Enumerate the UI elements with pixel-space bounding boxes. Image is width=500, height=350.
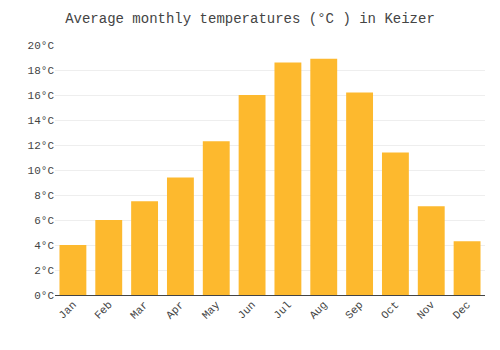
svg-text:20°C: 20°C	[28, 40, 55, 52]
svg-text:4°C: 4°C	[34, 240, 54, 252]
svg-text:Aug: Aug	[307, 299, 329, 321]
svg-text:16°C: 16°C	[28, 90, 55, 102]
svg-text:Jul: Jul	[271, 299, 293, 321]
svg-text:Jan: Jan	[56, 299, 78, 321]
svg-text:Average monthly temperatures (: Average monthly temperatures (°C ) in Ke…	[65, 11, 435, 27]
svg-text:Dec: Dec	[451, 299, 473, 321]
svg-text:Feb: Feb	[92, 299, 114, 321]
svg-text:8°C: 8°C	[34, 190, 54, 202]
svg-text:Mar: Mar	[128, 299, 150, 321]
svg-text:14°C: 14°C	[28, 115, 55, 127]
svg-text:6°C: 6°C	[34, 215, 54, 227]
svg-text:0°C: 0°C	[34, 290, 54, 302]
svg-text:Jun: Jun	[236, 299, 258, 321]
svg-text:10°C: 10°C	[28, 165, 55, 177]
svg-text:Apr: Apr	[164, 299, 186, 321]
svg-text:18°C: 18°C	[28, 65, 55, 77]
svg-text:Sep: Sep	[343, 299, 365, 321]
svg-text:Oct: Oct	[379, 299, 401, 321]
svg-text:12°C: 12°C	[28, 140, 55, 152]
svg-text:2°C: 2°C	[34, 265, 54, 277]
svg-text:Nov: Nov	[415, 299, 438, 322]
svg-text:May: May	[200, 299, 223, 322]
